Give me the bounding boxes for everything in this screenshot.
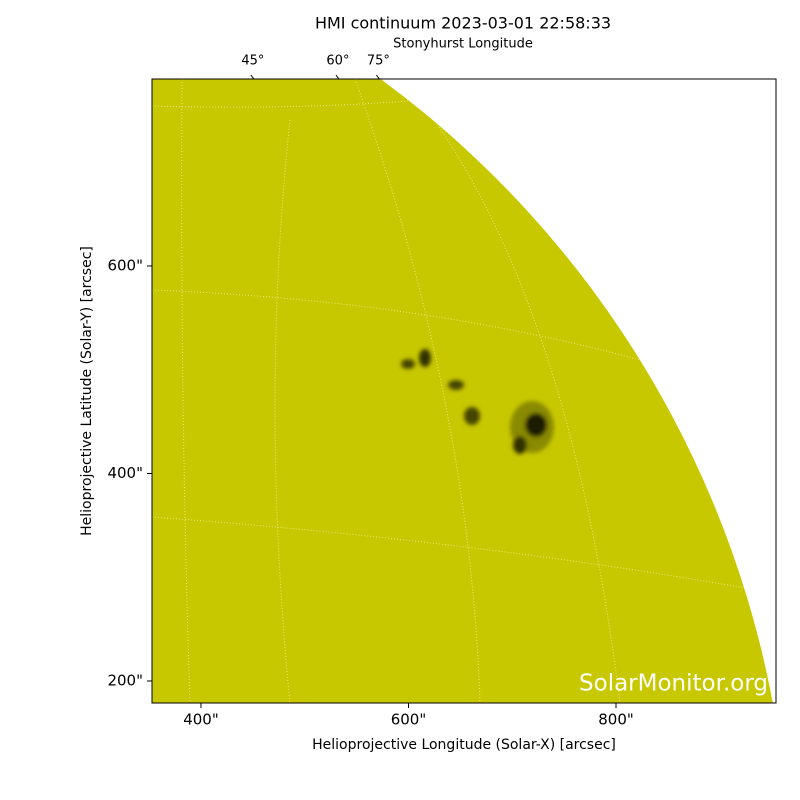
coordinate-grid	[152, 79, 746, 703]
y-axis-label: Helioprojective Latitude (Solar-Y) [arcs…	[79, 246, 95, 536]
watermark: SolarMonitor.org	[579, 671, 768, 697]
x2-tick	[335, 74, 340, 80]
x2-axis-label: Stonyhurst Longitude	[393, 37, 533, 52]
x-axis-label: Helioprojective Longitude (Solar-X) [arc…	[312, 737, 616, 753]
x-tick-label: 400"	[183, 711, 219, 729]
chart-title: HMI continuum 2023-03-01 22:58:33	[315, 14, 611, 33]
y-tick-label: 400"	[107, 464, 143, 482]
solar-image	[152, 79, 776, 703]
x-tick-label: 800"	[598, 711, 634, 729]
x2-tick-label: 45°	[241, 54, 264, 69]
sunspots	[401, 349, 554, 454]
x-tick-label: 600"	[391, 711, 427, 729]
x2-tick	[250, 74, 255, 80]
x2-tick	[375, 74, 380, 80]
solar-disk	[152, 79, 776, 703]
plot-frame	[151, 78, 777, 704]
x2-tick-label: 60°	[326, 54, 349, 69]
x2-tick-label: 75°	[367, 54, 390, 69]
y-tick-label: 200"	[107, 672, 143, 690]
y-tick-label: 600"	[107, 256, 143, 274]
